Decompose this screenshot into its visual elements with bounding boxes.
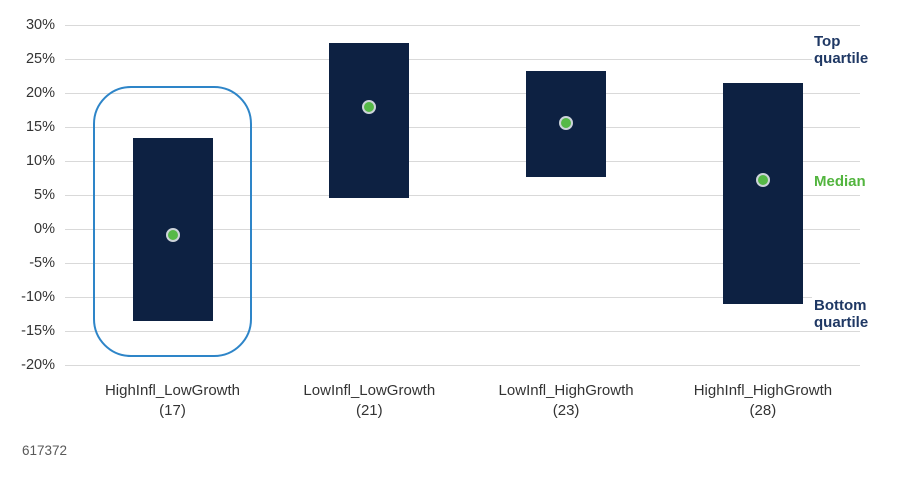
- top-quartile-label: Top quartile: [812, 33, 869, 67]
- median-dot: [362, 99, 377, 114]
- quartile-range-bar: [329, 43, 410, 198]
- gridline: [65, 330, 860, 332]
- x-axis: HighInfl_LowGrowth (17) LowInfl_LowGrowth (…: [65, 379, 860, 423]
- quartile-range-bar: [722, 83, 803, 304]
- category-name: HighInfl_LowGrowth: [104, 382, 241, 399]
- y-axis-tick-label: 10%: [25, 153, 55, 169]
- category-name: HighInfl_HighGrowth: [693, 382, 833, 399]
- y-axis-tick-label: 25%: [25, 51, 55, 67]
- category-name: LowInfl_HighGrowth: [498, 382, 634, 399]
- gridline: [65, 160, 860, 162]
- plot-area: [65, 24, 860, 366]
- y-axis-tick-label: 0%: [34, 221, 55, 237]
- category-count: (17): [159, 402, 186, 419]
- gridline: [65, 24, 860, 26]
- y-axis-tick-label: 15%: [25, 119, 55, 135]
- median-dot: [559, 115, 574, 130]
- highlight-outline: [92, 86, 252, 358]
- y-axis-tick-label: 30%: [25, 17, 55, 33]
- y-axis-tick-label: -20%: [21, 357, 55, 373]
- x-axis-category-label: HighInfl_HighGrowth (28): [653, 381, 873, 421]
- y-axis-tick-label: -5%: [29, 255, 55, 271]
- x-axis-category-label: LowInfl_LowGrowth (21): [259, 381, 479, 421]
- gridline: [65, 262, 860, 264]
- bottom-quartile-label: Bottom quartile: [812, 297, 869, 331]
- category-count: (23): [552, 402, 580, 419]
- gridline: [65, 194, 860, 196]
- gridline: [65, 92, 860, 94]
- x-axis-category-label: LowInfl_HighGrowth (23): [456, 381, 676, 421]
- gridline: [65, 58, 860, 60]
- gridline: [65, 126, 860, 128]
- median-dot: [165, 228, 180, 243]
- y-axis-tick-label: -10%: [21, 289, 55, 305]
- y-axis-tick-label: 5%: [34, 187, 55, 203]
- gridline: [65, 228, 860, 230]
- median-dot: [755, 173, 770, 188]
- y-axis-tick-label: 20%: [25, 85, 55, 101]
- y-axis-tick-label: -15%: [21, 323, 55, 339]
- y-axis: 30% 25% 20% 15% 10% 5% 0% -5% -10% -15% -20%: [0, 17, 55, 373]
- category-name: LowInfl_LowGrowth: [303, 382, 436, 399]
- x-axis-category-label: HighInfl_LowGrowth (17): [63, 381, 283, 421]
- category-count: (28): [749, 402, 777, 419]
- gridline: [65, 296, 860, 298]
- footnote-code: 617372: [22, 443, 68, 458]
- category-count: (21): [355, 402, 383, 419]
- gridline: [65, 364, 860, 366]
- median-label: Median: [812, 173, 866, 190]
